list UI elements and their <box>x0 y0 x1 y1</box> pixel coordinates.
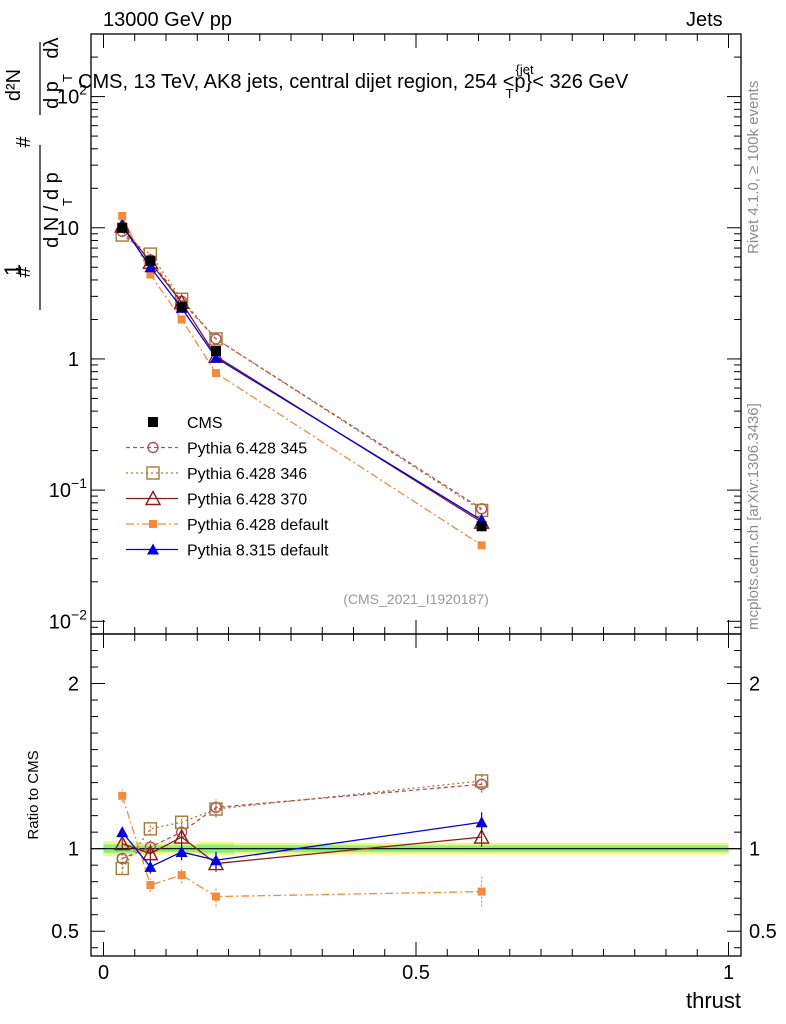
series-point-4 <box>144 261 157 273</box>
x-axis-label: thrust <box>686 988 741 1013</box>
y-label-hash: # <box>13 266 35 278</box>
ratio-point-3 <box>118 791 127 800</box>
plot-title: CMS, 13 TeV, AK8 jets, central dijet reg… <box>78 62 629 101</box>
header-right-label: Jets <box>686 9 723 31</box>
y-tick-label: 1 <box>68 349 79 371</box>
ratio-y-axis-label: Ratio to CMS <box>25 750 42 839</box>
ratio-y-tick-label-right: 2 <box>749 674 760 696</box>
x-tick-label: 0.5 <box>402 962 430 984</box>
ratio-point-2 <box>142 845 159 861</box>
series-point-3 <box>118 211 127 220</box>
y-label-subscript-2: T <box>60 74 75 82</box>
ratio-point-3 <box>212 892 220 901</box>
ratio-point-4 <box>116 826 129 838</box>
y-tick-label: 10−1 <box>49 475 87 502</box>
ratio-point-1 <box>209 802 223 816</box>
y-label-dpt: d p <box>41 81 63 109</box>
header-left-label: 13000 GeV pp <box>103 9 232 31</box>
series-point-3 <box>212 369 220 378</box>
ratio-point-3 <box>177 871 186 880</box>
ratio-plot-frame <box>90 633 742 957</box>
ratio-point-4 <box>175 845 188 857</box>
legend-marker-4 <box>147 543 159 555</box>
legend-label-0: Pythia 6.428 345 <box>187 441 307 458</box>
y-tick-label: 102 <box>57 82 87 109</box>
y-label-one: 1 <box>0 264 25 276</box>
ratio-point-3 <box>146 880 155 889</box>
y-tick-label: 10−2 <box>49 606 87 633</box>
data-point <box>145 255 156 266</box>
legend-marker-3 <box>149 520 157 528</box>
legend-marker-0 <box>147 441 159 454</box>
ratio-y-tick-label-right: 1 <box>749 839 760 861</box>
ratio-point-4 <box>475 816 488 828</box>
ratio-point-2 <box>173 828 190 844</box>
legend-marker-2 <box>144 490 162 506</box>
series-point-4 <box>210 351 222 363</box>
data-point <box>117 222 128 233</box>
series-point-0 <box>210 333 222 345</box>
series-point-3 <box>146 270 155 279</box>
y-label-hash-2: # <box>13 136 35 148</box>
ratio-point-1 <box>143 822 158 836</box>
legend-label-1: Pythia 6.428 346 <box>187 466 307 483</box>
ratio-point-4 <box>144 860 157 872</box>
ratio-y-tick-label: 1 <box>68 839 79 861</box>
analysis-id-label: (CMS_2021_I1920187) <box>343 591 489 607</box>
series-point-3 <box>177 315 186 324</box>
ratio-y-tick-label: 0.5 <box>51 921 79 943</box>
legend-marker-1 <box>146 466 160 480</box>
ratio-line-1 <box>121 780 482 869</box>
data-point <box>476 521 487 532</box>
ratio-point-1 <box>474 774 489 788</box>
ratio-point-3 <box>477 887 486 896</box>
legend-label-4: Pythia 8.315 default <box>187 543 329 560</box>
data-point <box>211 345 221 356</box>
ratio-point-4 <box>210 854 222 866</box>
y-label-d2n: d²N <box>3 69 25 101</box>
y-label-subscript: T <box>60 198 75 206</box>
series-point-3 <box>477 541 486 550</box>
x-tick-label: 0 <box>98 962 109 984</box>
data-point <box>176 301 187 312</box>
series-line-1 <box>121 234 482 511</box>
ratio-point-2 <box>114 835 131 851</box>
legend-label-3: Pythia 6.428 default <box>187 517 329 534</box>
ratio-point-1 <box>174 815 189 829</box>
series-point-1 <box>209 332 223 346</box>
x-tick-label: 1 <box>723 962 734 984</box>
ratio-y-tick-label: 2 <box>68 674 79 696</box>
legend-data-label: CMS <box>187 415 223 432</box>
ratio-y-tick-label-right: 0.5 <box>749 921 777 943</box>
legend-label-2: Pythia 6.428 370 <box>187 492 307 509</box>
legend-data-marker <box>148 417 158 427</box>
y-tick-label: 10 <box>57 218 79 240</box>
y-label-dlambda: dλ <box>41 37 63 58</box>
ratio-point-1 <box>115 861 129 876</box>
y-label-denominator: d N / d p <box>41 172 63 248</box>
ratio-point-2 <box>473 828 490 844</box>
